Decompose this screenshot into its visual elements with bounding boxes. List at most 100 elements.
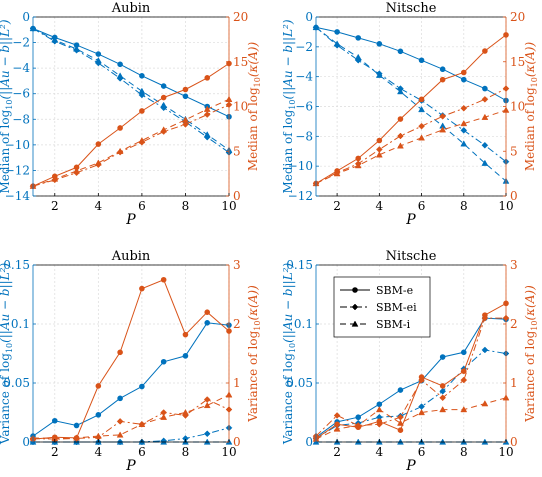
data-point: [376, 41, 383, 47]
series-sbm-i-right: [312, 106, 510, 187]
data-point: [117, 349, 123, 356]
y-axis-label-right: Variance of log10(κ(A)): [246, 285, 262, 423]
x-tick-label: 2: [333, 445, 341, 459]
panel-title: Nitsche: [386, 249, 437, 264]
y-tick-label-left: −6: [12, 87, 30, 101]
x-tick-label: 4: [376, 445, 384, 459]
data-point: [460, 127, 468, 134]
x-tick-label: 2: [51, 199, 59, 213]
data-point: [375, 420, 383, 428]
x-tick-label: 2: [333, 199, 341, 213]
y-tick-label-left: −12: [5, 163, 30, 177]
series-line: [32, 98, 230, 187]
data-point: [460, 104, 468, 112]
data-point: [460, 76, 467, 83]
data-point: [333, 40, 341, 47]
data-point: [139, 73, 145, 79]
y-tick-label-left: −2: [12, 36, 30, 50]
data-point: [160, 94, 167, 101]
data-point: [333, 425, 341, 432]
y-tick-label-left: 0: [22, 435, 30, 449]
y-tick-label-left: 0.15: [286, 258, 313, 272]
data-point: [481, 400, 489, 407]
y-tick-label-right: 1: [510, 376, 518, 390]
series-line: [315, 302, 507, 439]
x-tick-label: 8: [460, 199, 468, 213]
series-line: [32, 104, 230, 187]
data-point: [418, 122, 425, 130]
y-tick-label-right: 0: [233, 189, 241, 203]
data-point: [139, 383, 145, 390]
data-point: [138, 420, 146, 427]
legend-label: SBM-i: [376, 318, 411, 331]
y-tick-label-left: −2: [295, 40, 313, 54]
series-sbm-i-right: [29, 95, 233, 189]
data-point: [418, 105, 425, 113]
data-point: [117, 125, 123, 131]
data-point: [204, 75, 211, 81]
data-point: [481, 141, 489, 149]
data-point: [418, 57, 425, 64]
y-tick-label-left: −14: [5, 189, 31, 203]
data-point: [116, 417, 124, 425]
data-point: [182, 121, 189, 128]
y-axis-label-left: Variance of log10(||Au − b||L²): [0, 263, 14, 446]
data-point: [355, 155, 362, 162]
data-point: [375, 151, 383, 158]
x-axis-label: P: [125, 212, 136, 228]
series-sbm-e-left: [30, 320, 232, 439]
y-tick-label-right: 1: [233, 376, 241, 390]
series-line: [32, 28, 230, 153]
x-tick-label: 2: [51, 445, 59, 459]
data-point: [182, 353, 189, 359]
y-axis-label-right: Variance of log10(κ(A)): [523, 285, 539, 423]
y-tick-label-left: −10: [5, 138, 30, 152]
panel-2: 2 4 6 8 10 P 0 −2 −4 −6 −8 −10 −12 0 5 10 15 20 Nitsche Med…: [281, 1, 539, 228]
data-point: [73, 434, 80, 441]
data-point: [95, 383, 102, 389]
data-point: [418, 134, 425, 141]
data-point: [116, 147, 124, 154]
data-point: [95, 412, 102, 418]
data-point: [439, 112, 447, 120]
series-line: [315, 109, 507, 184]
series-line: [32, 398, 230, 440]
data-point: [182, 116, 189, 123]
y-tick-label-right: 10: [233, 100, 248, 114]
data-point: [73, 45, 80, 52]
series-sbm-e-right: [30, 276, 232, 442]
y-tick-label-left: −6: [295, 100, 313, 114]
data-point: [460, 140, 468, 147]
y-tick-label-right: 5: [510, 144, 518, 158]
data-point: [116, 431, 124, 438]
data-point: [333, 170, 341, 177]
data-point: [397, 88, 404, 95]
data-point: [94, 159, 102, 166]
data-point: [439, 383, 446, 389]
data-point: [203, 111, 211, 118]
data-point: [204, 320, 211, 326]
data-point: [95, 51, 102, 57]
y-tick-label-right: 3: [233, 258, 241, 272]
data-point: [481, 95, 489, 103]
x-tick-label: 8: [460, 445, 468, 459]
y-axis-label-left: Median of log10(||Au − b||L²): [0, 19, 14, 193]
series-sbm-ei-left: [29, 25, 233, 156]
data-point: [439, 387, 447, 395]
data-point: [333, 412, 341, 419]
data-point: [418, 96, 425, 103]
data-point: [418, 376, 425, 384]
legend: SBM-e SBM-ei SBM-i: [333, 276, 431, 338]
y-tick-label-right: 15: [233, 55, 248, 69]
data-point: [376, 401, 383, 408]
data-point: [460, 349, 467, 356]
data-point: [481, 113, 489, 120]
data-point: [376, 137, 383, 144]
panel-4: 2 4 6 8 10 P 0 0.05 0.1 0.15 0 1 2 3 Nitsche Variance o…: [281, 249, 539, 474]
data-point: [203, 401, 211, 409]
y-tick-label-right: 5: [233, 144, 241, 158]
data-point: [397, 116, 404, 122]
y-tick-label-right: 10: [510, 100, 525, 114]
x-tick-label: 6: [138, 445, 146, 459]
data-point: [460, 376, 468, 384]
